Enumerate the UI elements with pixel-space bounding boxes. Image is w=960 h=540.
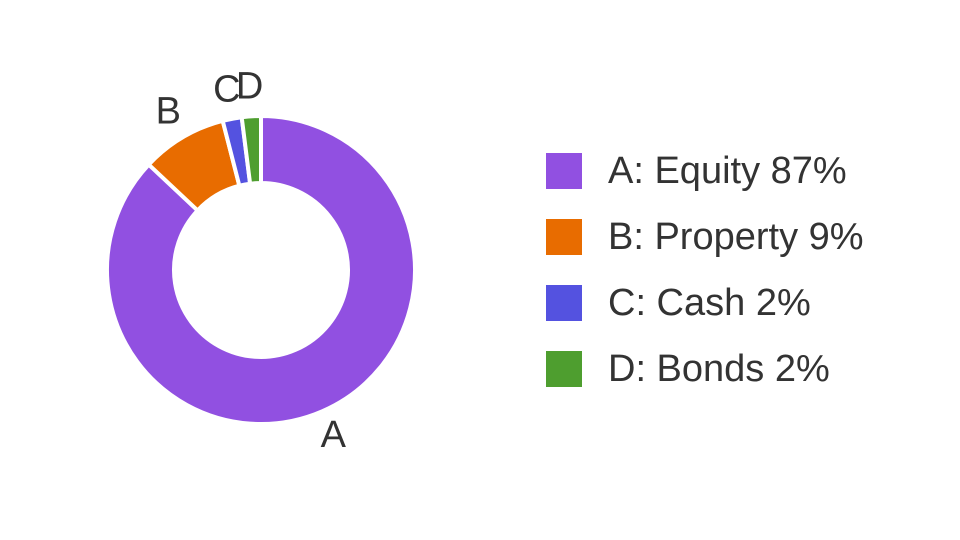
slice-label-d: D bbox=[236, 65, 263, 107]
legend-item-d: D: Bonds 2% bbox=[546, 336, 946, 402]
legend-label-d: D: Bonds 2% bbox=[608, 347, 830, 390]
donut-slice-d bbox=[239, 114, 263, 186]
legend-item-c: C: Cash 2% bbox=[546, 270, 946, 336]
legend-item-b: B: Property 9% bbox=[546, 204, 946, 270]
legend-swatch-b bbox=[546, 219, 582, 255]
legend-swatch-a bbox=[546, 153, 582, 189]
slice-label-b: B bbox=[156, 90, 181, 132]
legend-label-b: B: Property 9% bbox=[608, 215, 864, 258]
slice-label-a: A bbox=[321, 414, 347, 456]
donut-slice-a bbox=[105, 114, 417, 426]
legend: A: Equity 87% B: Property 9% C: Cash 2% … bbox=[546, 138, 946, 402]
legend-label-a: A: Equity 87% bbox=[608, 149, 847, 192]
legend-item-a: A: Equity 87% bbox=[546, 138, 946, 204]
legend-swatch-c bbox=[546, 285, 582, 321]
slice-label-c: C bbox=[213, 68, 240, 110]
legend-label-c: C: Cash 2% bbox=[608, 281, 811, 324]
legend-swatch-d bbox=[546, 351, 582, 387]
